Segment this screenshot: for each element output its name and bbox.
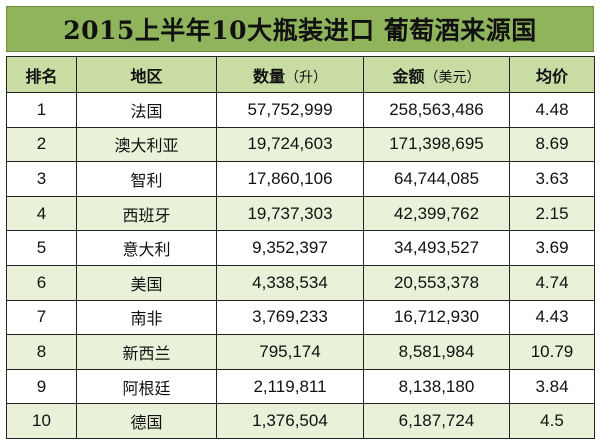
- header-volume-unit: （升）: [285, 69, 327, 86]
- header-volume: 数量（升）: [216, 56, 364, 93]
- volume-cell: 2,119,811: [216, 368, 364, 405]
- table-row: 4 西班牙 19,737,303 42,399,762 2.15: [6, 195, 595, 232]
- avg-price-cell: 4.5: [509, 403, 595, 439]
- table-row: 7 南非 3,769,233 16,712,930 4.43: [6, 299, 595, 336]
- rank-cell: 6: [6, 264, 77, 301]
- volume-cell: 17,860,106: [216, 161, 364, 197]
- header-amount-unit: （美元）: [424, 69, 481, 86]
- region-cell: 澳大利亚: [76, 126, 217, 163]
- amount-cell: 64,744,085: [363, 161, 510, 197]
- avg-price-cell: 8.69: [509, 126, 595, 163]
- table-row: 6 美国 4,338,534 20,553,378 4.74: [6, 264, 595, 301]
- rank-cell: 7: [6, 299, 77, 336]
- region-cell: 法国: [76, 92, 217, 128]
- avg-price-cell: 3.84: [509, 368, 595, 405]
- region-cell: 南非: [76, 299, 217, 336]
- avg-price-cell: 4.43: [509, 299, 595, 336]
- table-row: 8 新西兰 795,174 8,581,984 10.79: [6, 334, 595, 370]
- table-row: 2 澳大利亚 19,724,603 171,398,695 8.69: [6, 126, 595, 163]
- region-cell: 阿根廷: [76, 368, 217, 405]
- header-region: 地区: [76, 56, 217, 93]
- rank-cell: 8: [6, 334, 77, 370]
- avg-price-cell: 4.74: [509, 264, 595, 301]
- region-cell: 德国: [76, 403, 217, 439]
- table-row: 10 德国 1,376,504 6,187,724 4.5: [6, 403, 595, 439]
- table-row: 3 智利 17,860,106 64,744,085 3.63: [6, 161, 595, 197]
- amount-cell: 6,187,724: [363, 403, 510, 439]
- avg-price-cell: 3.69: [509, 230, 595, 266]
- volume-cell: 3,769,233: [216, 299, 364, 336]
- region-cell: 意大利: [76, 230, 217, 266]
- avg-price-cell: 2.15: [509, 195, 595, 232]
- avg-price-cell: 3.63: [509, 161, 595, 197]
- volume-cell: 19,737,303: [216, 195, 364, 232]
- table-title: 2015上半年10大瓶装进口 葡萄酒来源国: [63, 16, 537, 45]
- header-row: 排名 地区 数量（升） 金额（美元） 均价: [6, 56, 595, 93]
- volume-cell: 57,752,999: [216, 92, 364, 128]
- rank-cell: 4: [6, 195, 77, 232]
- table-row: 5 意大利 9,352,397 34,493,527 3.69: [6, 230, 595, 266]
- rank-cell: 1: [6, 92, 77, 128]
- rank-cell: 5: [6, 230, 77, 266]
- avg-price-cell: 4.48: [509, 92, 595, 128]
- header-amount-label: 金额: [392, 66, 425, 86]
- region-cell: 智利: [76, 161, 217, 197]
- rank-cell: 2: [6, 126, 77, 163]
- volume-cell: 9,352,397: [216, 230, 364, 266]
- region-cell: 西班牙: [76, 195, 217, 232]
- amount-cell: 20,553,378: [363, 264, 510, 301]
- volume-cell: 1,376,504: [216, 403, 364, 439]
- header-amount: 金额（美元）: [363, 56, 510, 93]
- region-cell: 新西兰: [76, 334, 217, 370]
- wine-import-table: 排名 地区 数量（升） 金额（美元） 均价 1 法国 57,752,999 25…: [6, 56, 595, 439]
- rank-cell: 9: [6, 368, 77, 405]
- volume-cell: 19,724,603: [216, 126, 364, 163]
- amount-cell: 171,398,695: [363, 126, 510, 163]
- table-row: 9 阿根廷 2,119,811 8,138,180 3.84: [6, 368, 595, 405]
- title-banner: 2015上半年10大瓶装进口 葡萄酒来源国: [6, 6, 594, 52]
- volume-cell: 4,338,534: [216, 264, 364, 301]
- amount-cell: 16,712,930: [363, 299, 510, 336]
- amount-cell: 42,399,762: [363, 195, 510, 232]
- rank-cell: 10: [6, 403, 77, 439]
- header-avg-price: 均价: [509, 56, 595, 93]
- avg-price-cell: 10.79: [509, 334, 595, 370]
- rank-cell: 3: [6, 161, 77, 197]
- header-rank: 排名: [6, 56, 77, 93]
- amount-cell: 8,138,180: [363, 368, 510, 405]
- volume-cell: 795,174: [216, 334, 364, 370]
- table-row: 1 法国 57,752,999 258,563,486 4.48: [6, 92, 595, 128]
- region-cell: 美国: [76, 264, 217, 301]
- amount-cell: 34,493,527: [363, 230, 510, 266]
- amount-cell: 258,563,486: [363, 92, 510, 128]
- header-volume-label: 数量: [252, 66, 285, 86]
- amount-cell: 8,581,984: [363, 334, 510, 370]
